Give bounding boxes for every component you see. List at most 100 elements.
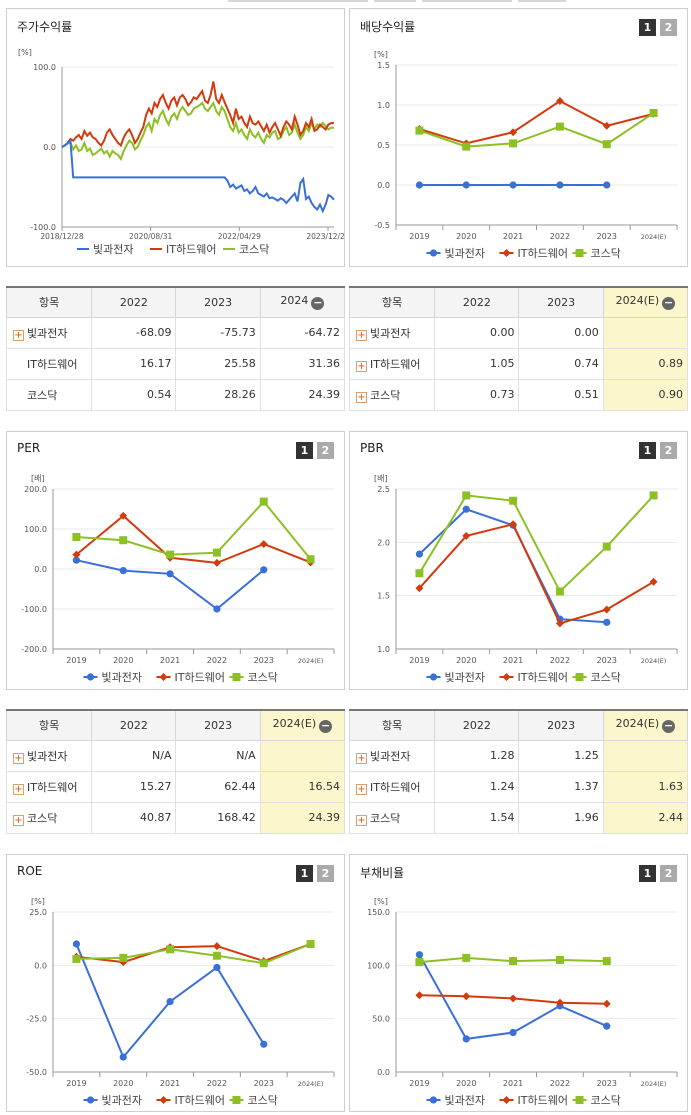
series-line xyxy=(419,112,655,148)
data-point xyxy=(603,181,611,189)
expand-icon[interactable]: + xyxy=(13,783,24,795)
data-point xyxy=(212,548,221,557)
x-tick-label: 2021 xyxy=(503,1079,523,1088)
table-cell: 2.44 xyxy=(602,801,689,834)
expand-icon[interactable]: + xyxy=(13,752,24,764)
page-1-button[interactable]: 1 xyxy=(296,442,313,459)
data-point xyxy=(602,957,611,966)
column-header-label: 2024(E) xyxy=(615,294,660,308)
page-2-button[interactable]: 2 xyxy=(660,865,677,882)
row-name[interactable]: + 코스닥 xyxy=(348,801,436,834)
data-point xyxy=(72,940,81,948)
legend-marker xyxy=(575,1096,584,1104)
series-line xyxy=(75,514,311,564)
y-tick-label: -25.0 xyxy=(26,1015,47,1024)
x-tick-label: 2022/04/29 xyxy=(218,232,261,241)
row-name[interactable]: + 빛과전자 xyxy=(348,316,436,349)
data-point xyxy=(260,1040,268,1048)
row-name[interactable]: + IT하드웨어 xyxy=(5,770,93,803)
legend-label: 코스닥 xyxy=(591,1094,621,1107)
data-point xyxy=(462,505,470,513)
table-cell: 16.54 xyxy=(259,770,346,803)
expand-icon[interactable]: + xyxy=(356,329,367,341)
row-label: 빛과전자 xyxy=(370,749,411,763)
row-name[interactable]: + 빛과전자 xyxy=(348,739,436,772)
unit-label: [%] xyxy=(374,897,388,906)
table-row: + IT하드웨어 15.27 62.44 16.54 xyxy=(5,770,346,803)
data-point xyxy=(212,558,221,567)
column-header-label: 항목 xyxy=(382,296,403,310)
x-tick-label: 2020 xyxy=(113,1079,133,1088)
series-line xyxy=(418,494,655,594)
expand-icon[interactable]: + xyxy=(356,814,367,826)
legend-label: IT하드웨어 xyxy=(175,1093,225,1107)
row-name[interactable]: + 빛과전자 xyxy=(5,316,93,349)
legend-label: 빛과전자 xyxy=(102,671,142,684)
y-tick-label: 100.0 xyxy=(24,525,47,534)
page-1-button[interactable]: 1 xyxy=(296,865,313,882)
legend-marker xyxy=(575,673,584,681)
data-point xyxy=(119,1053,127,1061)
stock-return-panel: 주가수익률 [%] 100.0 0.0 -100.0 2018/12/28 2020/08… xyxy=(6,8,345,267)
page-2-button[interactable]: 2 xyxy=(660,19,677,36)
row-name[interactable]: + 코스닥 xyxy=(348,378,436,411)
legend-marker xyxy=(429,1096,438,1104)
legend-label: 코스닥 xyxy=(248,671,278,684)
x-tick-label: 2024(E) xyxy=(298,657,324,665)
row-name[interactable]: + 빛과전자 xyxy=(5,739,93,772)
expand-icon[interactable]: + xyxy=(356,391,367,403)
x-tick-label: 2021 xyxy=(503,656,523,665)
series-line xyxy=(76,943,311,964)
panel-title: PER xyxy=(17,441,41,455)
data-point xyxy=(306,940,315,948)
collapse-icon[interactable]: − xyxy=(311,296,325,311)
page-1-button[interactable]: 1 xyxy=(639,19,656,36)
row-label: 빛과전자 xyxy=(27,749,68,763)
column-header: 2023 xyxy=(175,709,261,741)
table-cell: 1.24 xyxy=(434,770,520,803)
expand-icon[interactable]: + xyxy=(356,752,367,764)
page-2-button[interactable]: 2 xyxy=(317,865,334,882)
expand-icon[interactable]: + xyxy=(13,329,24,341)
data-point xyxy=(509,1028,517,1037)
collapse-icon[interactable]: − xyxy=(662,296,676,311)
series-line xyxy=(61,100,334,162)
series-line xyxy=(76,500,312,560)
row-name[interactable]: + IT하드웨어 xyxy=(348,347,436,380)
expand-icon[interactable]: + xyxy=(356,783,367,795)
expand-icon[interactable]: + xyxy=(13,814,24,826)
x-tick-label: 2020 xyxy=(456,232,476,241)
data-point xyxy=(72,954,81,963)
column-header: 2024(E) − xyxy=(259,709,346,741)
data-point xyxy=(72,533,81,541)
legend-label: 코스닥 xyxy=(591,671,621,684)
data-point xyxy=(119,953,128,962)
table-cell: 1.63 xyxy=(602,770,689,803)
data-point xyxy=(462,953,471,962)
column-header: 2022 xyxy=(91,709,177,741)
legend-marker xyxy=(86,1096,95,1104)
table-cell: 0.51 xyxy=(518,378,604,411)
x-tick-label: 2023 xyxy=(597,232,617,241)
row-name[interactable]: + IT하드웨어 xyxy=(348,770,436,803)
collapse-icon[interactable]: − xyxy=(319,719,333,734)
page-1-button[interactable]: 1 xyxy=(639,442,656,459)
stock-return-table: 항목 2022 2023 2024− + 빛과전자 -68.09 -75.73 -64.72 IT… xyxy=(5,286,346,411)
data-point xyxy=(602,999,611,1008)
row-name: 코스닥 xyxy=(5,378,93,411)
collapse-icon[interactable]: − xyxy=(662,719,676,734)
table-cell: 0.00 xyxy=(434,316,520,349)
x-tick-label: 2023/12/28 xyxy=(306,232,344,241)
series-line xyxy=(76,943,311,965)
expand-icon[interactable]: + xyxy=(356,360,367,372)
page-2-button[interactable]: 2 xyxy=(660,442,677,459)
page-1-button[interactable]: 1 xyxy=(639,865,656,882)
row-name[interactable]: + 코스닥 xyxy=(5,801,93,834)
data-point xyxy=(212,951,221,960)
x-tick-label: 2019 xyxy=(409,656,429,665)
legend-label: 코스닥 xyxy=(591,247,621,260)
x-tick-label: 2019 xyxy=(66,656,86,665)
page-2-button[interactable]: 2 xyxy=(317,442,334,459)
